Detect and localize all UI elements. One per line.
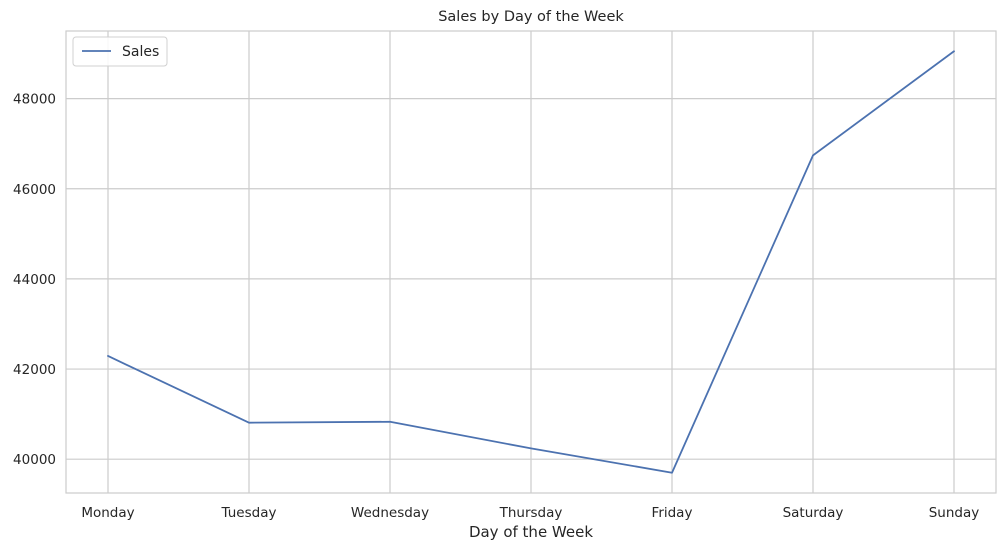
y-tick-label: 42000	[13, 362, 56, 378]
x-tick-label: Wednesday	[351, 505, 429, 521]
y-tick-labels: 40000 42000 44000 46000 48000	[13, 92, 56, 469]
x-tick-label: Tuesday	[221, 505, 277, 521]
y-tick-label: 40000	[13, 452, 56, 468]
x-tick-label: Saturday	[783, 505, 844, 521]
x-axis-label: Day of the Week	[469, 523, 593, 541]
y-tick-label: 46000	[13, 182, 56, 198]
x-tick-label: Thursday	[499, 505, 563, 521]
x-tick-label: Friday	[652, 505, 693, 521]
y-tick-label: 44000	[13, 272, 56, 288]
x-tick-labels: Monday Tuesday Wednesday Thursday Friday Satu…	[81, 505, 979, 521]
legend: Sales	[73, 37, 167, 66]
legend-label-sales: Sales	[122, 44, 159, 60]
y-tick-label: 48000	[13, 92, 56, 108]
x-tick-label: Monday	[81, 505, 134, 521]
x-tick-label: Sunday	[929, 505, 980, 521]
chart-title: Sales by Day of the Week	[438, 9, 624, 25]
